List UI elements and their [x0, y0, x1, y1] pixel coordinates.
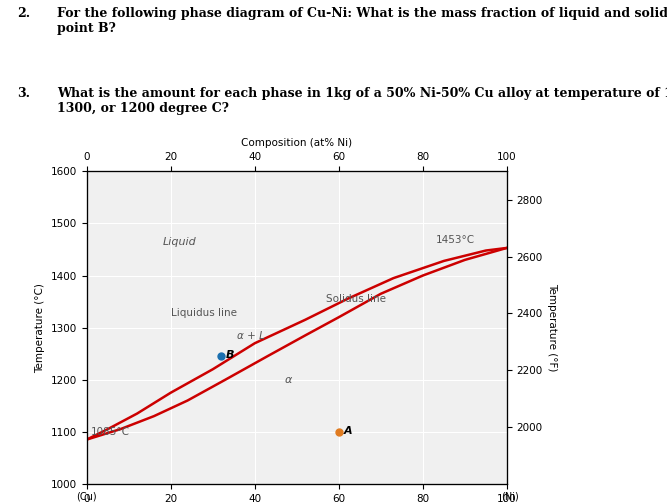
Text: Liquidus line: Liquidus line [171, 308, 237, 318]
Text: α: α [285, 374, 292, 385]
Y-axis label: Temperature (°F): Temperature (°F) [547, 283, 557, 372]
Text: α + L: α + L [237, 332, 265, 341]
Text: 1085°C: 1085°C [91, 427, 130, 437]
Text: (Cu): (Cu) [77, 491, 97, 501]
Text: For the following phase diagram of Cu-Ni: What is the mass fraction of liquid an: For the following phase diagram of Cu-Ni… [57, 7, 667, 35]
Text: Liquid: Liquid [162, 237, 196, 246]
Text: 2.: 2. [17, 7, 30, 20]
Text: What is the amount for each phase in 1kg of a 50% Ni-50% Cu alloy at temperature: What is the amount for each phase in 1kg… [57, 88, 667, 115]
Text: 1453°C: 1453°C [436, 235, 475, 245]
Text: 3.: 3. [17, 88, 29, 100]
Text: A: A [344, 426, 352, 436]
X-axis label: Composition (at% Ni): Composition (at% Ni) [241, 138, 352, 148]
Text: (Ni): (Ni) [502, 491, 519, 501]
Text: Solidus line: Solidus line [326, 294, 386, 304]
Text: B: B [226, 350, 235, 360]
Y-axis label: Temperature (°C): Temperature (°C) [35, 283, 45, 372]
